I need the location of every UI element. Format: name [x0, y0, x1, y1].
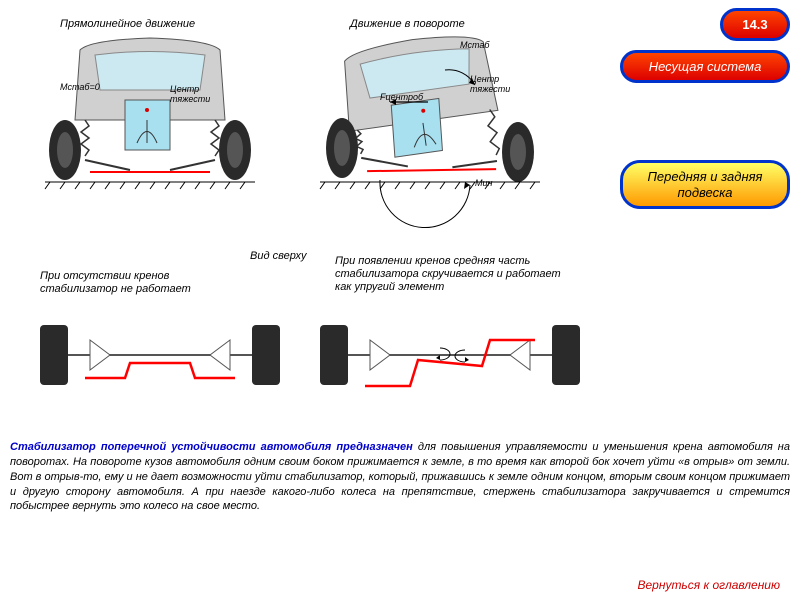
back-to-contents-link[interactable]: Вернуться к оглавлению	[637, 578, 780, 592]
topview-with-roll	[310, 300, 590, 420]
label-cg2: Центр тяжести	[470, 75, 520, 95]
label-no-roll: При отсутствии кренов стабилизатор не ра…	[40, 270, 220, 296]
label-mstab0: Mстаб=0	[60, 82, 100, 92]
badge-number: 14.3	[720, 8, 790, 41]
label-fcent: Fцентроб	[380, 92, 423, 102]
description-text: Стабилизатор поперечной устойчивости авт…	[10, 440, 790, 514]
label-min: Mин	[475, 178, 492, 188]
label-straight: Прямолинейное движение	[60, 18, 195, 30]
car-front-turning	[300, 30, 560, 230]
label-mstab: Mстаб	[460, 40, 489, 50]
nav-suspension-button[interactable]: Передняя и задняя подвеска	[620, 160, 790, 209]
car-front-straight	[30, 30, 270, 230]
diagram-area: Прямолинейное движение Движение в поворо…	[0, 0, 600, 430]
label-cg1: Центр тяжести	[170, 85, 220, 105]
topview-no-roll	[30, 300, 290, 420]
description-lead: Стабилизатор поперечной устойчивости авт…	[10, 441, 413, 453]
label-turning: Движение в повороте	[350, 18, 465, 30]
nav-system-button[interactable]: Несущая система	[620, 50, 790, 83]
label-with-roll: При появлении кренов средняя часть стаби…	[335, 255, 565, 295]
label-topview: Вид сверху	[250, 250, 306, 262]
